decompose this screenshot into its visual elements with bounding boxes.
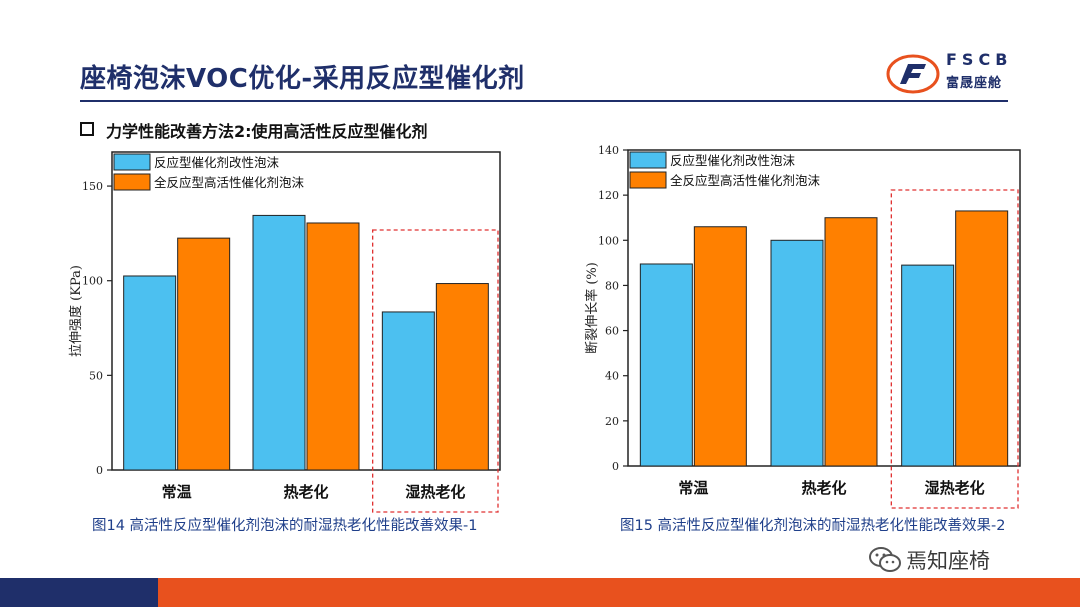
y-axis-label: 断裂伸长率 (%) — [584, 262, 600, 354]
bar-series-1 — [770, 239, 824, 467]
page-title: 座椅泡沫VOC优化-采用反应型催化剂 — [80, 64, 525, 94]
x-category-label: 热老化 — [283, 483, 328, 501]
y-tick-label: 0 — [612, 460, 619, 473]
legend-label: 反应型催化剂改性泡沫 — [670, 153, 796, 168]
x-category-label: 常温 — [162, 483, 192, 501]
bar-series-1 — [901, 264, 955, 467]
y-tick-label: 140 — [598, 144, 619, 157]
bar-series-1 — [639, 263, 693, 467]
logo-text-fscb: FSCB — [946, 50, 1013, 69]
y-tick-label: 100 — [82, 275, 103, 288]
bar-series-2 — [306, 222, 360, 471]
legend-label: 全反应型高活性催化剂泡沫 — [670, 173, 821, 188]
bar-series-1 — [123, 275, 177, 471]
fscb-logo-icon — [886, 54, 940, 94]
y-tick-label: 40 — [605, 370, 619, 383]
footer-bar-blue — [0, 578, 158, 607]
x-category-label: 湿热老化 — [925, 479, 985, 497]
bar-series-2 — [435, 283, 489, 471]
x-category-label: 热老化 — [801, 479, 846, 497]
y-tick-label: 0 — [96, 464, 103, 477]
plot-frame — [627, 149, 1021, 467]
bar-series-2 — [824, 217, 878, 467]
legend-swatch — [629, 151, 667, 169]
bar-series-1 — [252, 214, 306, 471]
y-tick-label: 20 — [605, 415, 619, 428]
title-divider — [80, 100, 1008, 102]
plot-frame — [111, 151, 501, 471]
highlight-box — [372, 229, 499, 513]
y-tick-label: 150 — [82, 180, 103, 193]
chart-caption-1: 图14 高活性反应型催化剂泡沫的耐湿热老化性能改善效果-1 — [92, 518, 478, 534]
y-tick-label: 100 — [598, 234, 619, 247]
legend-swatch — [629, 171, 667, 189]
chart-caption-2: 图15 高活性反应型催化剂泡沫的耐湿热老化性能改善效果-2 — [620, 518, 1006, 534]
y-tick-label: 120 — [598, 189, 619, 202]
section-subtitle-text: 力学性能改善方法2:使用高活性反应型催化剂 — [106, 122, 428, 141]
legend-label: 全反应型高活性催化剂泡沫 — [154, 175, 305, 190]
bar-series-2 — [955, 210, 1009, 467]
y-tick-label: 50 — [89, 369, 103, 382]
bullet-square-icon — [80, 122, 94, 136]
wechat-icon — [869, 547, 901, 572]
watermark-text: 焉知座椅 — [906, 549, 990, 573]
y-axis-label: 拉伸强度 (KPa) — [68, 265, 84, 357]
x-category-label: 湿热老化 — [405, 483, 465, 501]
logo-text-company: 富晟座舱 — [946, 76, 1003, 91]
bar-series-1 — [381, 311, 435, 471]
legend-label: 反应型催化剂改性泡沫 — [154, 155, 280, 170]
y-tick-label: 60 — [605, 325, 619, 338]
highlight-box — [890, 189, 1019, 509]
legend-swatch — [113, 153, 151, 171]
chart-elongation-at-break: 0 20 40 60 80 100 120 140 断裂伸长率 (%) 常温 热老化 湿热老化 反应型催… — [584, 144, 1021, 509]
bar-series-2 — [693, 226, 747, 467]
x-category-label: 常温 — [678, 479, 708, 497]
bar-series-2 — [177, 237, 231, 471]
chart-tensile-strength: 0 50 100 150 拉伸强度 (KPa) 常温 热老化 湿热老化 反应型催化剂改性泡沫全反… — [68, 151, 501, 513]
footer-bar-orange — [158, 578, 1080, 607]
y-tick-label: 80 — [605, 279, 619, 292]
section-subtitle: 力学性能改善方法2:使用高活性反应型催化剂 — [80, 118, 428, 142]
legend-swatch — [113, 173, 151, 191]
